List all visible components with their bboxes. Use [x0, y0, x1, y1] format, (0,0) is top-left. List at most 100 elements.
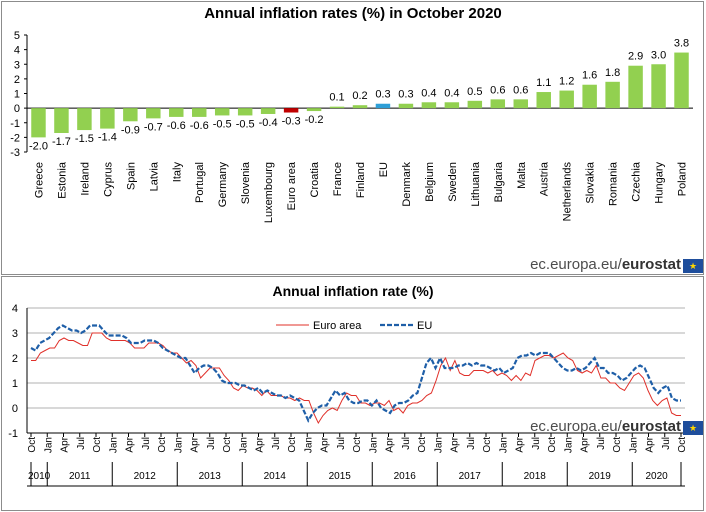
value-label: 1.2	[559, 76, 574, 88]
category-label: Cyprus	[102, 162, 114, 197]
bar-estonia	[54, 108, 69, 133]
value-label: 0.4	[444, 87, 459, 99]
category-label: Malta	[516, 161, 528, 189]
category-label: Poland	[677, 162, 689, 196]
month-label: Jul	[206, 437, 217, 450]
value-label: -0.5	[236, 118, 255, 130]
value-label: -0.2	[305, 114, 324, 126]
month-label: Jul	[141, 437, 152, 450]
month-label: Oct	[287, 437, 298, 453]
year-label: 2015	[329, 471, 352, 482]
bar-sweden	[444, 102, 460, 109]
category-label: Germany	[217, 162, 229, 208]
value-label: 2.9	[628, 51, 643, 63]
bar-latvia	[146, 108, 161, 119]
legend-label: Euro area	[313, 320, 362, 332]
legend-label: EU	[417, 320, 432, 332]
category-label: Austria	[539, 161, 551, 196]
value-label: 0.3	[398, 89, 413, 101]
value-label: -1.7	[52, 136, 71, 148]
value-label: -0.9	[121, 124, 140, 136]
year-label: 2018	[524, 471, 547, 482]
month-label: Apr	[450, 436, 461, 452]
value-label: 3.8	[674, 38, 689, 50]
category-label: Portugal	[194, 162, 206, 203]
month-label: Apr	[645, 436, 656, 452]
month-label: Jul	[466, 437, 477, 450]
year-label: 2020	[646, 471, 669, 482]
category-label: Hungary	[654, 162, 666, 204]
month-label: Oct	[612, 437, 623, 453]
y-tick-label: 3	[14, 59, 20, 71]
y-tick-label: 5	[14, 30, 20, 42]
category-label: Sweden	[447, 162, 459, 202]
value-label: -0.6	[190, 120, 209, 132]
month-label: Jan	[433, 437, 444, 453]
category-label: Spain	[125, 162, 137, 190]
category-label: Belgium	[424, 162, 436, 202]
y-tick-label: 1	[12, 378, 18, 390]
month-label: Oct	[27, 437, 38, 453]
value-label: 0.5	[467, 86, 482, 98]
bar-chart-panel	[1, 1, 704, 275]
value-label: -0.4	[259, 117, 278, 129]
bar-romania	[605, 81, 620, 109]
month-label: Apr	[580, 436, 591, 452]
bar-slovakia	[582, 84, 597, 109]
bar-chart-title: Annual inflation rates (%) in October 20…	[204, 5, 502, 22]
category-label: Romania	[608, 161, 620, 206]
month-label: Jul	[661, 437, 672, 450]
bar-france	[329, 106, 345, 109]
month-label: Jul	[271, 437, 282, 450]
month-label: Oct	[157, 437, 168, 453]
bar-denmark	[398, 103, 414, 109]
value-label: 0.6	[490, 84, 505, 96]
month-label: Apr	[515, 436, 526, 452]
bar-bulgaria	[490, 99, 506, 109]
line-chart-title: Annual inflation rate (%)	[272, 283, 434, 299]
value-label: -1.4	[98, 132, 117, 144]
month-label: Jul	[401, 437, 412, 450]
category-label: Lithuania	[470, 161, 482, 207]
year-label: 2012	[134, 471, 157, 482]
bar-poland	[674, 52, 689, 109]
eu-flag-icon-bottom: ★	[683, 421, 703, 435]
month-label: Jul	[76, 437, 87, 450]
category-label: Estonia	[56, 161, 68, 199]
bar-luxembourg	[260, 108, 276, 114]
month-label: Jul	[336, 437, 347, 450]
category-label: Slovenia	[240, 161, 252, 204]
bar-germany	[214, 108, 230, 116]
y-tick-label: 1	[14, 89, 20, 101]
series-line-euro-area	[31, 332, 681, 425]
bar-finland	[352, 105, 368, 109]
value-label: 0.3	[375, 89, 390, 101]
bar-croatia	[306, 108, 322, 112]
month-label: Jul	[596, 437, 607, 450]
value-label: -1.5	[75, 133, 94, 145]
month-label: Oct	[222, 437, 233, 453]
y-tick-label: -3	[10, 147, 20, 159]
eurostat-brand-bottom: ec.europa.eu/eurostat	[530, 418, 681, 435]
value-label: -0.5	[213, 118, 232, 130]
bar-malta	[513, 99, 528, 109]
y-tick-label: -1	[8, 428, 18, 440]
bar-greece	[31, 108, 46, 138]
eurostat-brand: ec.europa.eu/eurostat	[530, 256, 681, 273]
value-label: 0.4	[421, 87, 436, 99]
category-label: Finland	[355, 162, 367, 198]
value-label: -0.7	[144, 121, 163, 133]
month-label: Oct	[352, 437, 363, 453]
bar-austria	[536, 92, 551, 109]
year-label: 2014	[264, 471, 287, 482]
value-label: 1.1	[536, 77, 551, 89]
bar-lithuania	[467, 100, 483, 109]
category-label: Latvia	[148, 161, 160, 191]
line-chart-panel	[1, 276, 704, 511]
bar-chart: -3 -2 -1 0 1 2 3 4 5 -2.0 Greece -1.7 Estonia -1.5 Ire…	[10, 30, 693, 223]
value-label: 3.0	[651, 49, 666, 61]
value-label: 0.2	[352, 90, 367, 102]
bar-eu	[375, 103, 391, 109]
category-label: EU	[378, 162, 390, 177]
y-tick-label: 0	[12, 403, 18, 415]
